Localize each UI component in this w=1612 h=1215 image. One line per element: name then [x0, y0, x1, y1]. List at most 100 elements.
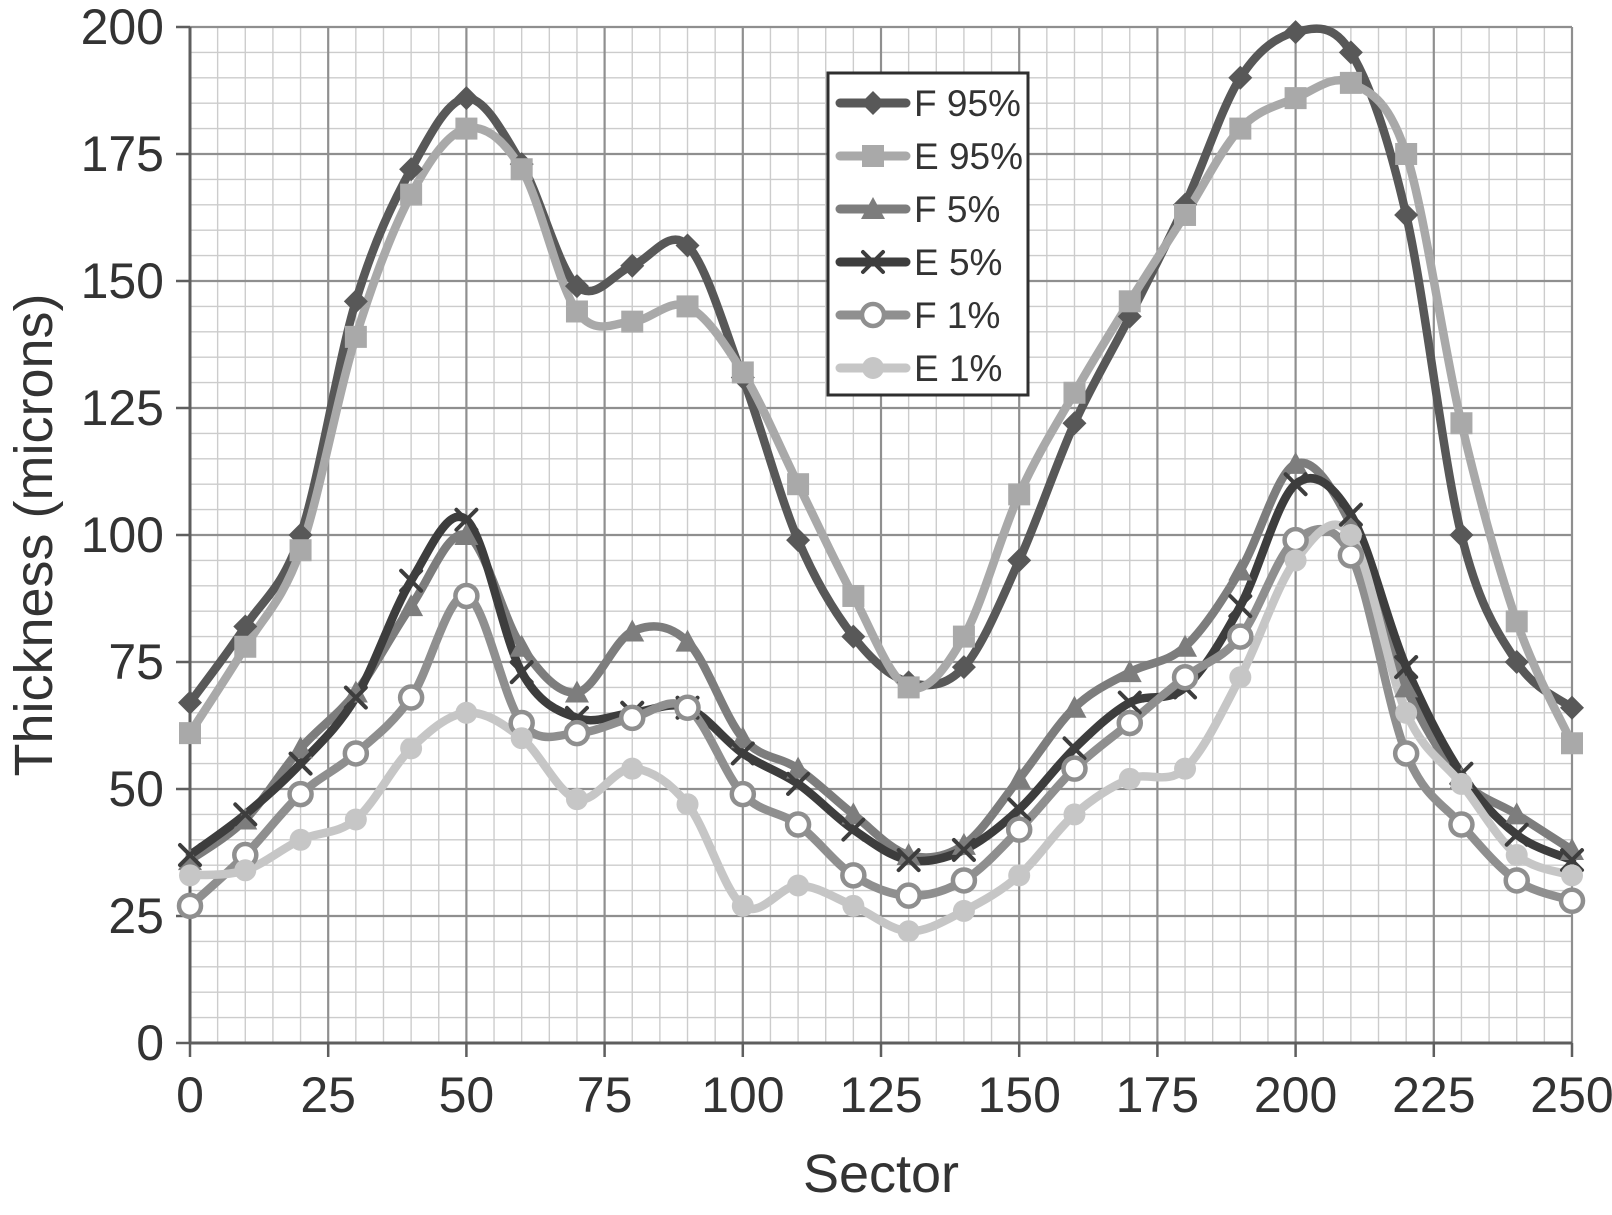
marker-f-5: [1394, 675, 1419, 698]
marker-e-95-group: [179, 71, 1583, 755]
marker-e-1: [344, 808, 367, 831]
marker-f-1: [729, 780, 757, 808]
marker-e-1: [510, 727, 533, 750]
marker-f-1: [1392, 740, 1420, 767]
marker-e-95: [676, 295, 699, 318]
marker-e-95: [842, 584, 865, 607]
marker-f-5: [233, 807, 258, 830]
marker-e-5: [1394, 655, 1419, 680]
x-cross-stroke: [786, 771, 811, 796]
marker-e-95: [1063, 381, 1086, 404]
marker-f-1: [618, 704, 646, 732]
marker-e-5: [951, 837, 976, 862]
y-tick-label: 175: [81, 126, 164, 182]
marker-e-95: [1561, 732, 1583, 755]
legend-item-f-1: F 1%: [835, 295, 1000, 336]
marker-f-5: [675, 629, 700, 652]
y-tick-labels: 0 25 50 75 100 125 150 175 200: [81, 0, 164, 1071]
x-axis-title: Sector: [803, 1144, 959, 1204]
x-tick-labels: 0 25 50 75 100 125 150 175 200 225 250: [176, 1067, 1612, 1123]
marker-e-95: [1450, 412, 1473, 435]
marker-f-95: [951, 655, 976, 680]
marker-f-5: [841, 802, 866, 825]
marker-f-95: [1228, 65, 1253, 90]
marker-e-5: [1062, 736, 1087, 761]
x-cross-stroke: [233, 802, 258, 827]
x-cross-stroke: [1062, 736, 1087, 761]
marker-e-1: [179, 864, 201, 887]
marker-e-5: [343, 685, 368, 710]
marker-f-95: [1062, 411, 1087, 436]
triangle-icon: [861, 197, 885, 219]
x-cross-stroke: [1228, 594, 1253, 619]
x-cross-icon: [861, 250, 885, 274]
x-tick-label: 0: [176, 1067, 204, 1123]
marker-e-1: [787, 874, 810, 897]
marker-f-1: [1227, 623, 1254, 650]
x-tick-label: 200: [1254, 1067, 1337, 1123]
y-tick-label: 75: [108, 634, 164, 690]
x-cross-stroke: [1283, 472, 1308, 497]
x-tick-label: 50: [439, 1067, 495, 1123]
legend-item-label: F 5%: [914, 189, 1000, 230]
x-cross-stroke: [841, 817, 866, 842]
x-cross-stroke: [861, 250, 885, 274]
marker-f-5-group: [178, 451, 1584, 871]
marker-f-1: [1005, 816, 1033, 843]
marker-e-1: [565, 788, 588, 811]
marker-e-1: [1284, 549, 1307, 572]
marker-e-1: [1505, 844, 1528, 867]
marker-f-1: [784, 811, 812, 838]
marker-e-5: [1228, 594, 1253, 619]
marker-f-95: [841, 624, 866, 649]
marker-f-95: [343, 289, 368, 314]
marker-e-95: [289, 539, 312, 562]
marker-f-1: [1116, 709, 1144, 737]
x-tick-label: 75: [577, 1067, 633, 1123]
marker-f-95: [1560, 695, 1584, 720]
marker-f-5: [896, 843, 921, 866]
legend-item-label: F 1%: [914, 295, 1000, 336]
marker-f-5: [454, 523, 479, 545]
marker-f-95: [399, 157, 424, 182]
marker-e-1: [289, 828, 312, 851]
x-cross-stroke: [1504, 822, 1529, 847]
marker-f-95: [786, 528, 811, 553]
marker-e-95: [952, 625, 975, 648]
marker-e-5: [454, 507, 479, 532]
y-tick-label: 0: [136, 1015, 164, 1071]
x-tick-label: 175: [1116, 1067, 1199, 1123]
marker-e-95: [1395, 143, 1418, 165]
marker-f-5: [951, 832, 976, 855]
x-tick-label: 150: [977, 1067, 1060, 1123]
marker-e-5-group: [178, 472, 1584, 873]
marker-e-5: [399, 568, 424, 593]
marker-f-5: [564, 680, 589, 703]
marker-e-1: [1395, 701, 1418, 724]
x-tick-label: 125: [839, 1067, 922, 1123]
marker-e-5: [841, 817, 866, 842]
marker-f-1: [453, 582, 480, 610]
marker-f-95: [1504, 650, 1529, 674]
marker-f-1: [674, 694, 701, 721]
diamond-icon: [861, 91, 885, 115]
y-tick-label: 25: [108, 888, 164, 944]
marker-f-5: [1283, 451, 1308, 474]
marker-f-5: [1228, 558, 1253, 581]
marker-f-1: [176, 892, 204, 920]
marker-f-1-group: [176, 526, 1586, 920]
marker-f-95: [1338, 40, 1363, 65]
x-cross-stroke: [951, 837, 976, 862]
x-tick-label: 250: [1530, 1067, 1612, 1123]
marker-e-95: [1505, 610, 1528, 633]
x-tick-label: 25: [300, 1067, 356, 1123]
legend-item-label: E 5%: [914, 242, 1002, 283]
marker-e-1: [1229, 666, 1252, 689]
circle-open-icon: [859, 301, 887, 329]
marker-e-95: [344, 325, 367, 348]
x-cross-stroke: [730, 741, 755, 766]
marker-e-95: [731, 361, 754, 384]
marker-f-1: [342, 740, 370, 767]
